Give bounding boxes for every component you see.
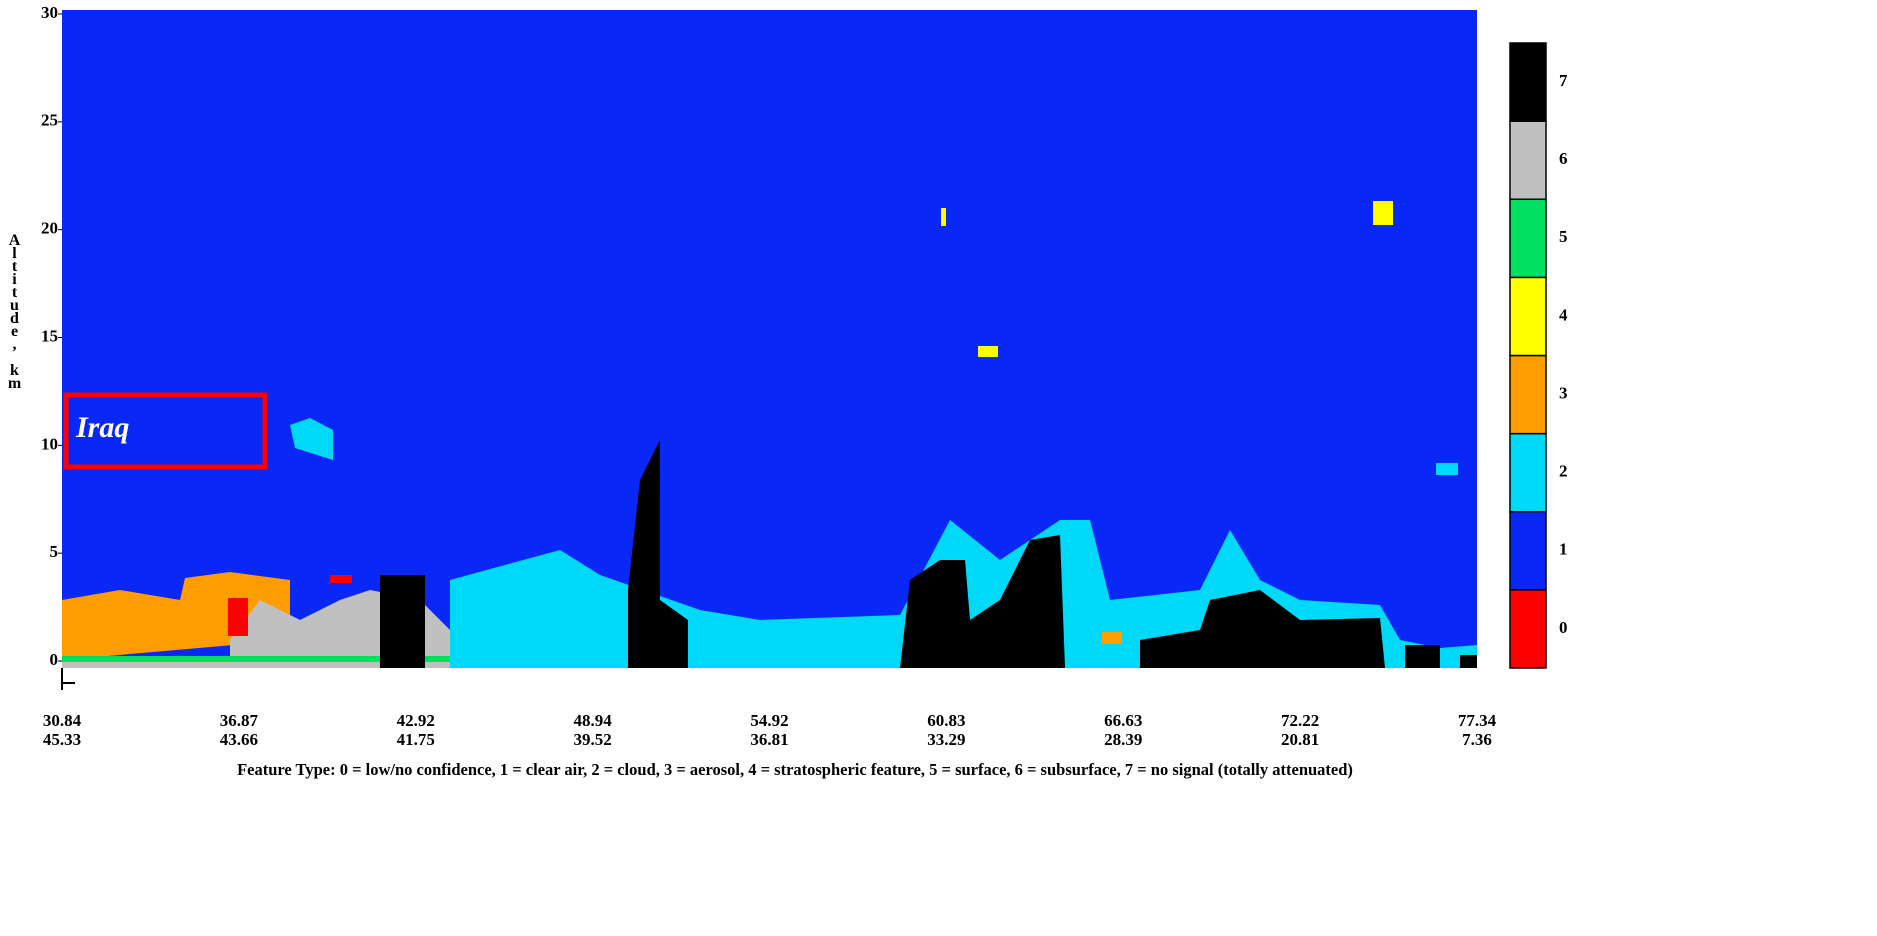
x-tick-label: 20.81 bbox=[1281, 730, 1319, 749]
colorbar-label: 3 bbox=[1559, 383, 1568, 402]
colorbar-swatch bbox=[1510, 590, 1546, 668]
plot-background bbox=[62, 10, 1477, 668]
chart: Iraq Feature Type: 0 = low/no confidence… bbox=[0, 0, 1877, 936]
x-tick-label: 66.63 bbox=[1104, 711, 1142, 730]
x-tick-label: 60.83 bbox=[927, 711, 965, 730]
colorbar-label: 7 bbox=[1559, 71, 1568, 90]
colorbar-label: 6 bbox=[1559, 149, 1568, 168]
y-tick-label: 10 bbox=[41, 434, 58, 453]
x-tick-label: 43.66 bbox=[220, 730, 258, 749]
colorbar-swatch bbox=[1510, 199, 1546, 277]
annotation: Iraq bbox=[75, 411, 129, 444]
y-tick-label: 30 bbox=[41, 3, 58, 22]
colorbar-swatch bbox=[1510, 277, 1546, 355]
colorbar-label: 2 bbox=[1559, 462, 1568, 481]
x-tick-label: 72.22 bbox=[1281, 711, 1319, 730]
x-tick-label: 36.87 bbox=[220, 711, 259, 730]
y-tick-label: 20 bbox=[41, 219, 58, 238]
x-tick-label: 54.92 bbox=[750, 711, 788, 730]
x-tick-label: 28.39 bbox=[1104, 730, 1142, 749]
x-tick-label: 48.94 bbox=[574, 711, 613, 730]
colorbar-swatch bbox=[1510, 356, 1546, 434]
y-tick-label: 25 bbox=[41, 111, 58, 130]
x-tick-label: 33.29 bbox=[927, 730, 965, 749]
y-tick-label: 15 bbox=[41, 326, 58, 345]
colorbar-swatch bbox=[1510, 512, 1546, 590]
page: Iraq Feature Type: 0 = low/no confidence… bbox=[0, 0, 1877, 936]
y-tick-label: 0 bbox=[50, 650, 59, 669]
y-axis-label: Altitude, km bbox=[6, 232, 22, 388]
colorbar-label: 0 bbox=[1559, 618, 1568, 637]
x-tick-label: 45.33 bbox=[43, 730, 81, 749]
colorbar-swatch bbox=[1510, 43, 1546, 121]
x-tick-label: 42.92 bbox=[397, 711, 435, 730]
colorbar-swatch bbox=[1510, 121, 1546, 199]
x-tick-label: 7.36 bbox=[1462, 730, 1492, 749]
x-tick-label: 41.75 bbox=[397, 730, 435, 749]
x-tick-label: 39.52 bbox=[574, 730, 612, 749]
x-tick-label: 36.81 bbox=[750, 730, 788, 749]
colorbar-label: 5 bbox=[1559, 227, 1568, 246]
colorbar-swatch bbox=[1510, 434, 1546, 512]
colorbar-label: 4 bbox=[1559, 305, 1568, 324]
colorbar-label: 1 bbox=[1559, 540, 1568, 559]
caption: Feature Type: 0 = low/no confidence, 1 =… bbox=[237, 760, 1353, 779]
y-tick-label: 5 bbox=[50, 542, 59, 561]
x-tick-label: 77.34 bbox=[1458, 711, 1497, 730]
x-tick-label: 30.84 bbox=[43, 711, 82, 730]
